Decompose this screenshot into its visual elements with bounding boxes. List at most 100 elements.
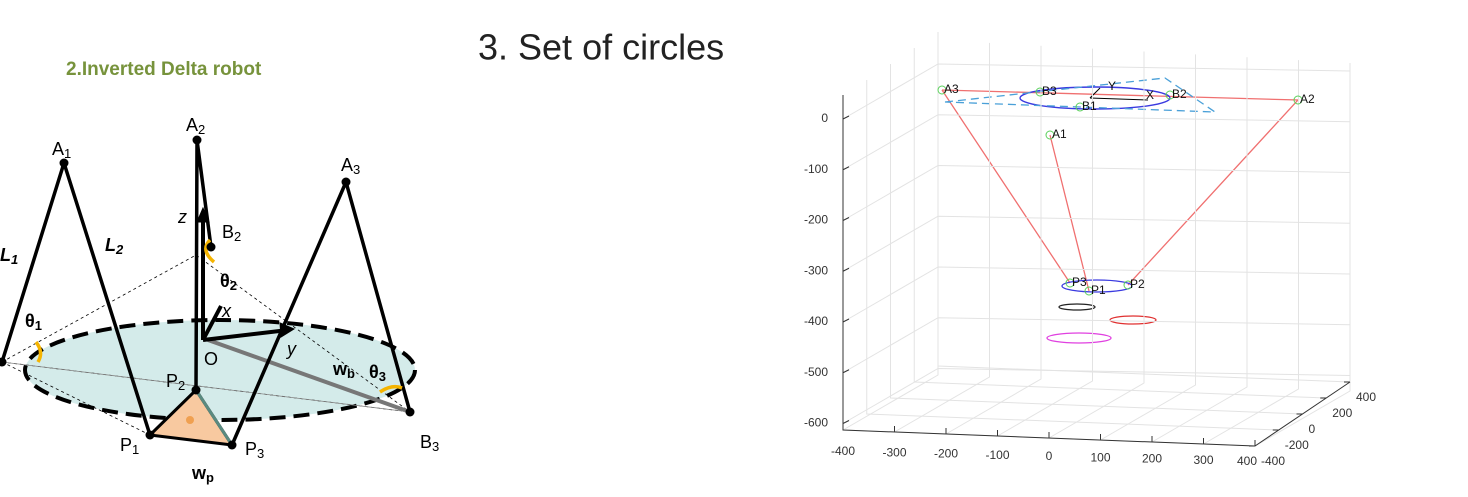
x-tick-label: 0 <box>1046 449 1053 463</box>
label-text: L <box>0 245 11 265</box>
tick-mark <box>842 217 850 221</box>
point-marker <box>1035 87 1045 97</box>
point-marker <box>1065 278 1075 288</box>
diagram-label: A2 <box>186 115 205 138</box>
diagram-label: P1 <box>120 435 139 458</box>
y-tick-label: 200 <box>1332 406 1352 420</box>
diagram-label: θ1 <box>25 311 42 334</box>
label-subscript: 3 <box>432 439 439 454</box>
grid-line <box>1048 51 1145 439</box>
label-text: A <box>186 115 198 135</box>
label-subscript: 2 <box>234 229 241 244</box>
label-text: θ <box>220 271 230 291</box>
plot-3d: 0-100-200-300-400-500-600-400 -300 -200 -10… <box>790 15 1450 485</box>
point-marker <box>1165 90 1175 100</box>
label-text: P <box>245 439 257 459</box>
tick-mark <box>842 318 850 323</box>
label-subscript: 2 <box>230 278 237 293</box>
diagram-label: A1 <box>52 139 71 162</box>
label-text: w <box>191 463 207 483</box>
diagram-label: θ3 <box>369 362 386 385</box>
point-label: A2 <box>1300 92 1315 106</box>
point-label: P1 <box>1091 283 1106 297</box>
label-subscript: 1 <box>132 442 139 457</box>
label-text: B <box>420 432 432 452</box>
diagram-label: z <box>177 207 187 227</box>
point-marker <box>1123 280 1133 290</box>
label-subscript: 1 <box>11 252 18 267</box>
grid-line <box>945 45 1042 435</box>
label-text: w <box>332 359 348 379</box>
diagram-label: wb <box>332 359 355 382</box>
label-text: y <box>285 339 297 359</box>
grid-line <box>894 42 990 433</box>
grid-line <box>1203 60 1299 445</box>
grid-line <box>890 64 1303 415</box>
x-tick-label: -100 <box>985 448 1009 462</box>
diagram-label: A3 <box>341 155 360 178</box>
point-marker <box>1075 102 1085 112</box>
label-subscript: 3 <box>379 369 386 384</box>
grid-line <box>1100 54 1196 441</box>
label-subscript: 1 <box>64 146 71 161</box>
x-tick-label: -200 <box>934 447 958 461</box>
z-tick-label: -500 <box>804 365 828 379</box>
label-subscript: 2 <box>178 378 185 393</box>
z-tick-label: 0 <box>821 111 828 125</box>
point-label: A3 <box>944 82 959 96</box>
diagram-label: wp <box>191 463 214 486</box>
y-tick-label: 0 <box>1309 422 1316 436</box>
z-tick-label: -100 <box>804 162 828 176</box>
label-text: θ <box>25 311 35 331</box>
label-text: θ <box>369 362 379 382</box>
point-label: P3 <box>1072 275 1087 289</box>
label-text: P <box>120 435 132 455</box>
label-subscript: b <box>347 366 355 381</box>
z-tick-label: -400 <box>804 314 828 328</box>
point-label: A1 <box>1052 127 1067 141</box>
point-marker <box>937 85 947 95</box>
diagram-label: O <box>204 349 218 369</box>
grid-line <box>997 48 1093 437</box>
point-marker <box>1293 95 1303 105</box>
label-subscript: 2 <box>198 122 205 137</box>
diagram-label: P2 <box>166 371 185 394</box>
left-title: 2.Inverted Delta robot <box>66 59 262 80</box>
point-label: B1 <box>1082 99 1097 113</box>
label-text: P <box>166 371 178 391</box>
x-tick-label: 200 <box>1142 452 1162 466</box>
label-text: A <box>341 155 353 175</box>
x-tick-label: 400 <box>1237 454 1257 468</box>
grid-line <box>1151 57 1248 443</box>
grid-line <box>937 32 1351 383</box>
z-tick-label: -600 <box>804 416 828 430</box>
point-label: P2 <box>1130 277 1145 291</box>
point-label: X <box>1146 88 1154 102</box>
point-label: B2 <box>1172 87 1187 101</box>
tick-mark <box>842 115 850 120</box>
label-subscript: 1 <box>35 318 42 333</box>
grid-line <box>866 80 1279 431</box>
label-text: A <box>52 139 64 159</box>
diagram-label: P3 <box>245 439 264 462</box>
tick-mark <box>842 369 850 374</box>
y-tick-label: -400 <box>1261 454 1285 468</box>
point-marker <box>1084 286 1094 296</box>
diagram-label: θ2 <box>220 271 237 294</box>
x-tick-label: -300 <box>882 445 906 459</box>
z-tick-label: -200 <box>804 213 828 227</box>
x-tick-label: 300 <box>1193 453 1213 467</box>
point-marker <box>1045 130 1055 140</box>
x-tick-label: 100 <box>1090 450 1110 464</box>
label-subscript: 3 <box>353 162 360 177</box>
diagram-label: y <box>285 339 297 359</box>
diagram-label: L1 <box>0 245 18 268</box>
right-title: 3. Set of circles <box>478 27 724 68</box>
robot-diagram <box>0 135 417 450</box>
label-subscript: 2 <box>115 242 124 257</box>
grid-line <box>1254 63 1351 447</box>
label-text: O <box>204 349 218 369</box>
